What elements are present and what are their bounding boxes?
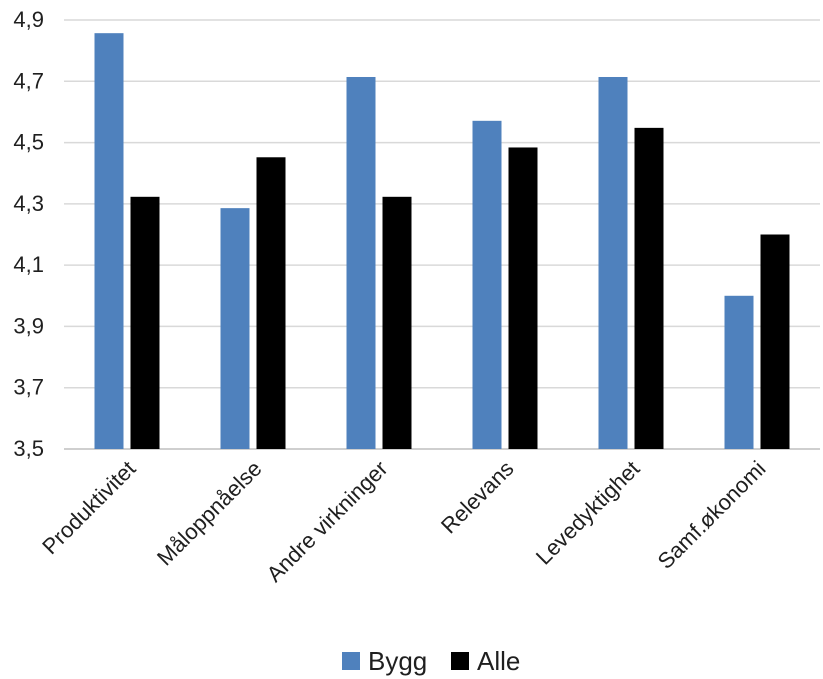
bar-bygg-1 xyxy=(220,208,250,449)
legend-swatch-bygg xyxy=(342,652,360,670)
legend-label-alle: Alle xyxy=(477,646,520,676)
y-tick-label: 3,7 xyxy=(13,375,44,400)
y-tick-label: 4,3 xyxy=(13,191,44,216)
x-category-label: Relevans xyxy=(436,456,519,539)
y-tick-label: 4,5 xyxy=(13,130,44,155)
bar-bygg-5 xyxy=(724,295,754,449)
x-category-label: Måloppnåelse xyxy=(152,456,267,571)
y-axis-tick-labels: 3,5 3,7 3,9 4,1 4,3 4,5 4,7 4,9 xyxy=(13,7,44,461)
y-tick-label: 4,7 xyxy=(13,68,44,93)
gridlines xyxy=(64,19,820,450)
bar-bygg-0 xyxy=(94,33,124,450)
bar-bygg-2 xyxy=(346,76,376,449)
legend: Bygg Alle xyxy=(342,646,520,676)
x-category-label: Samf.økonomi xyxy=(653,456,771,574)
y-tick-label: 4,9 xyxy=(13,7,44,32)
bar-alle-3 xyxy=(508,147,538,449)
bar-bygg-4 xyxy=(598,76,628,449)
y-tick-label: 4,1 xyxy=(13,252,44,277)
bar-alle-4 xyxy=(634,127,664,449)
bar-alle-2 xyxy=(382,196,412,449)
bar-alle-0 xyxy=(130,196,160,449)
x-category-label: Andre virkninger xyxy=(262,456,393,587)
bar-alle-1 xyxy=(256,157,286,449)
y-tick-label: 3,9 xyxy=(13,313,44,338)
x-category-label: Levedyktighet xyxy=(531,456,645,570)
legend-swatch-alle xyxy=(451,652,469,670)
bar-alle-5 xyxy=(760,234,790,449)
x-category-label: Produktivitet xyxy=(37,456,140,559)
bar-bygg-3 xyxy=(472,120,502,449)
bars xyxy=(94,33,790,450)
legend-label-bygg: Bygg xyxy=(368,646,427,676)
y-tick-label: 3,5 xyxy=(13,436,44,461)
